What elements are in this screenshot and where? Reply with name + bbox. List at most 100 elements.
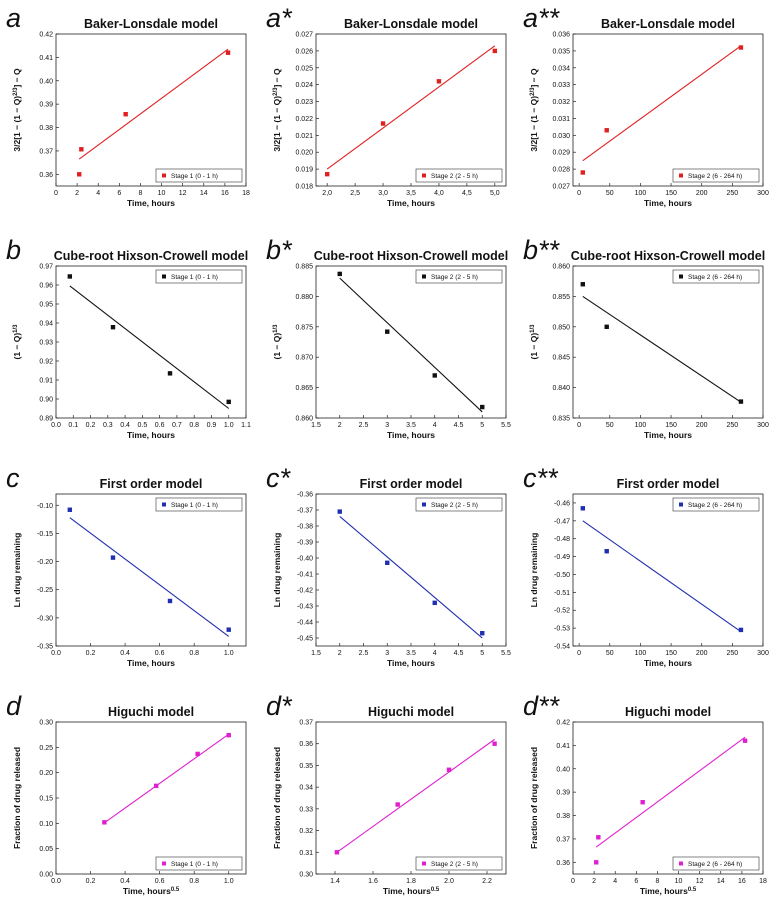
- data-point: [110, 324, 116, 330]
- panel-letter: a*: [266, 3, 293, 33]
- fit-line: [582, 520, 742, 633]
- chart-panel-a1: a* Baker-Lonsdale model 2,0 2,5 3,0 3,5 4,0 4,5…: [266, 3, 507, 208]
- panel-letter: c: [6, 463, 20, 493]
- y-tick-label: 0.41: [39, 55, 53, 62]
- legend-label: Stage 2 (2 - 5 h): [431, 274, 478, 281]
- x-tick-label: 100: [635, 650, 647, 657]
- x-tick-label: 8: [655, 878, 659, 885]
- data-point: [337, 271, 342, 277]
- legend-marker: [422, 861, 426, 866]
- chart-panel-a2: a** Baker-Lonsdale model 0 50 100 150 200 250 30…: [523, 3, 769, 208]
- fit-line: [339, 277, 483, 413]
- x-tick-label: 4.5: [454, 650, 464, 657]
- x-tick-label: 1.0: [224, 422, 234, 429]
- legend-box: [415, 269, 503, 284]
- y-tick-label: 0.40: [556, 766, 570, 773]
- y-tick-label: 0.20: [39, 770, 53, 777]
- fit-line: [582, 295, 742, 403]
- y-tick-label: -0.20: [37, 559, 53, 566]
- panel-letter: c**: [523, 463, 559, 493]
- x-tick-label: 2: [338, 422, 342, 429]
- data-point: [102, 820, 107, 825]
- legend: Stage 2 (6 - 264 h): [672, 168, 760, 183]
- y-tick-label: 0.38: [39, 125, 53, 132]
- legend-marker: [162, 861, 166, 866]
- x-tick-label: 12: [179, 190, 187, 197]
- legend-label: Stage 2 (2 - 5 h): [431, 173, 478, 180]
- legend-box: [415, 856, 503, 871]
- y-axis-label: 3/2[1 − (1 − Q)2/3] − Q: [12, 68, 22, 152]
- y-tick-label: 0.10: [39, 821, 53, 828]
- y-axis-label: Fraction of drug released: [529, 747, 539, 849]
- y-tick-label: 0.96: [39, 283, 53, 290]
- x-tick-label: 1.5: [311, 650, 321, 657]
- plot-frame: [315, 493, 507, 647]
- x-tick-label: 6: [117, 190, 121, 197]
- chart-panel-d2: d** Higuchi model 0 2 4 6 8 10 12 14 16 18 0.36 0.37 0…: [523, 691, 767, 896]
- fit-line: [326, 45, 496, 170]
- x-tick-label: 150: [665, 422, 677, 429]
- legend: Stage 1 (0 - 1 h): [155, 269, 243, 284]
- legend-label: Stage 2 (2 - 5 h): [431, 861, 478, 868]
- chart-title: First order model: [617, 477, 720, 491]
- data-point: [380, 121, 386, 126]
- y-tick-label: 0.031: [552, 116, 570, 123]
- y-tick-label: -0.25: [37, 587, 53, 594]
- x-tick-label: 50: [606, 190, 614, 197]
- y-tick-label: 0.41: [556, 743, 570, 750]
- x-tick-label: 4,0: [434, 190, 444, 197]
- x-tick-label: 0.6: [155, 422, 165, 429]
- data-point: [67, 507, 73, 512]
- y-tick-label: 0.875: [295, 324, 313, 331]
- x-tick-label: 0.6: [155, 650, 165, 657]
- y-tick-label: 0.92: [39, 359, 53, 366]
- x-axis-label: Time, hours: [127, 430, 175, 440]
- legend-marker: [422, 502, 426, 507]
- x-tick-label: 200: [696, 190, 708, 197]
- plot-frame: [572, 493, 764, 647]
- x-tick-label: 150: [665, 190, 677, 197]
- y-tick-label: -0.45: [297, 636, 313, 643]
- panel-letter: d*: [266, 691, 293, 721]
- chart-title: Higuchi model: [108, 705, 194, 719]
- y-tick-label: 0.845: [552, 355, 570, 362]
- plot-frame: [572, 33, 764, 187]
- x-tick-label: 0.4: [120, 650, 130, 657]
- chart-panel-c1: c* First order model 1.5 2 2.5 3 3.5 4 4.5 5 5.5 -0…: [266, 463, 511, 668]
- y-tick-label: 0.36: [39, 172, 53, 179]
- x-tick-label: 6: [634, 878, 638, 885]
- x-tick-label: 0.1: [68, 422, 78, 429]
- x-tick-label: 3,5: [406, 190, 416, 197]
- x-tick-label: 0: [571, 878, 575, 885]
- y-tick-label: 0.034: [552, 65, 570, 72]
- x-tick-label: 300: [757, 422, 769, 429]
- y-tick-label: 0.880: [295, 294, 313, 301]
- data-point: [123, 112, 128, 117]
- x-tick-label: 2.2: [482, 878, 492, 885]
- x-tick-label: 50: [606, 650, 614, 657]
- legend-marker: [162, 274, 166, 279]
- y-axis-label: (1 − Q)1/3: [12, 324, 22, 360]
- y-tick-label: 0.33: [299, 806, 313, 813]
- x-tick-label: 1.1: [241, 422, 251, 429]
- y-axis-label: Ln drug remaining: [12, 533, 22, 608]
- x-tick-label: 8: [138, 190, 142, 197]
- chart-title: Baker-Lonsdale model: [344, 17, 478, 31]
- data-point: [738, 399, 744, 404]
- legend: Stage 1 (0 - 1 h): [155, 856, 243, 871]
- data-point: [738, 45, 744, 50]
- x-tick-label: 10: [158, 190, 166, 197]
- legend: Stage 2 (2 - 5 h): [415, 497, 503, 512]
- y-tick-label: -0.39: [297, 540, 313, 547]
- x-tick-label: 1.4: [330, 878, 340, 885]
- y-tick-label: -0.50: [554, 572, 570, 579]
- x-tick-label: 300: [757, 650, 769, 657]
- y-tick-label: 0.022: [295, 116, 313, 123]
- data-point: [436, 79, 442, 84]
- data-point: [580, 506, 586, 511]
- chart-panel-a: a Baker-Lonsdale model 0 2 4 6 8 10 12 14 16 18 0.36…: [6, 3, 250, 208]
- x-axis-label: Time, hours: [644, 430, 692, 440]
- x-tick-label: 3: [385, 650, 389, 657]
- x-axis-label: Time, hours: [644, 198, 692, 208]
- y-tick-label: 0.39: [556, 790, 570, 797]
